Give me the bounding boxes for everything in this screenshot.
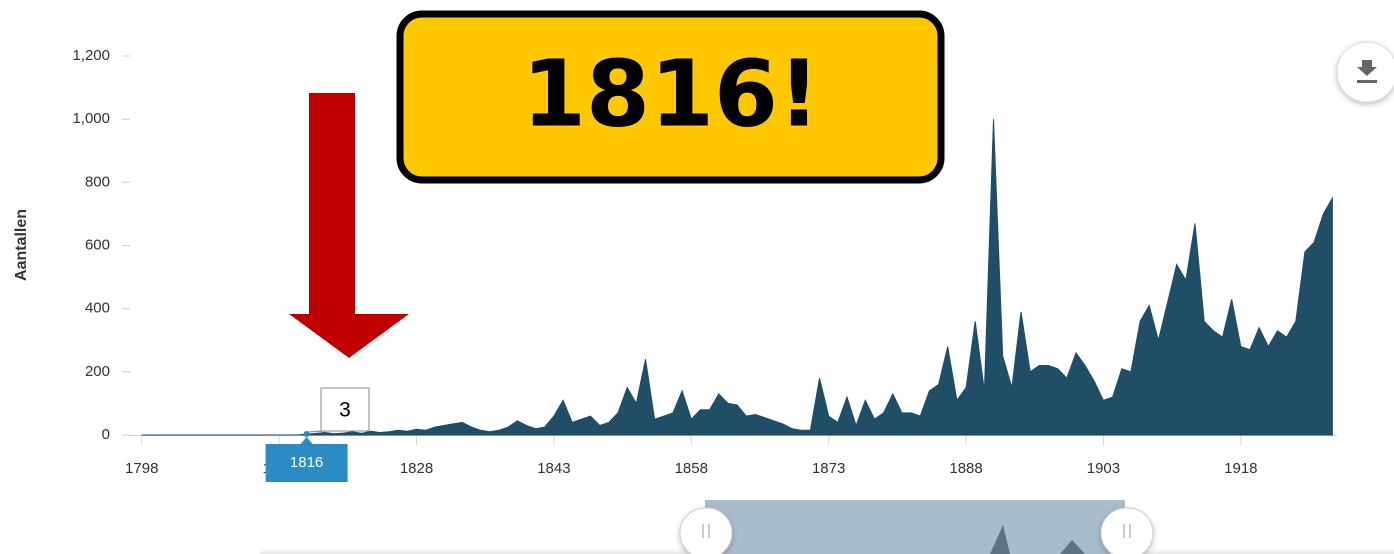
y-tick-label: 400 [85,300,110,317]
y-tick-label: 800 [85,173,110,190]
x-tick-label: 1918 [1224,460,1257,477]
y-axis-title: Aantallen [13,209,30,281]
tooltip-value: 3 [339,399,351,422]
highlight-point [303,431,310,438]
arrow-shaft [309,93,355,315]
crosshair-label-text: 1816 [290,454,323,471]
y-tick-label: 0 [102,426,110,443]
y-tick-label: 200 [85,363,110,380]
crosshair-label-pointer [300,437,313,444]
x-tick-label: 1858 [675,460,708,477]
y-tick-label: 1,200 [72,47,110,64]
overlay: 3 1816 [265,387,370,482]
tooltip-body [320,387,370,432]
x-tick-label: 1873 [812,460,845,477]
navigator-window [705,500,1125,554]
navigator-silhouette [990,525,1085,554]
x-tick-label: 1798 [125,460,158,477]
annotation-box [396,10,945,184]
download-icon [1357,60,1377,83]
annotation-text: 1816! [522,40,820,147]
navigator-handle-right[interactable] [1100,507,1154,554]
navigator-handle-left[interactable] [679,507,733,554]
x-tick-label: 1888 [949,460,982,477]
x-tick-label: 1843 [537,460,570,477]
x-tick-label: 1828 [400,460,433,477]
y-tick-label: 1,000 [72,110,110,127]
y-tick-label: 600 [85,236,110,253]
arrow-head [289,314,409,358]
crosshair-label [265,444,348,482]
area [141,119,1333,436]
x-tick-label: 1903 [1087,460,1120,477]
